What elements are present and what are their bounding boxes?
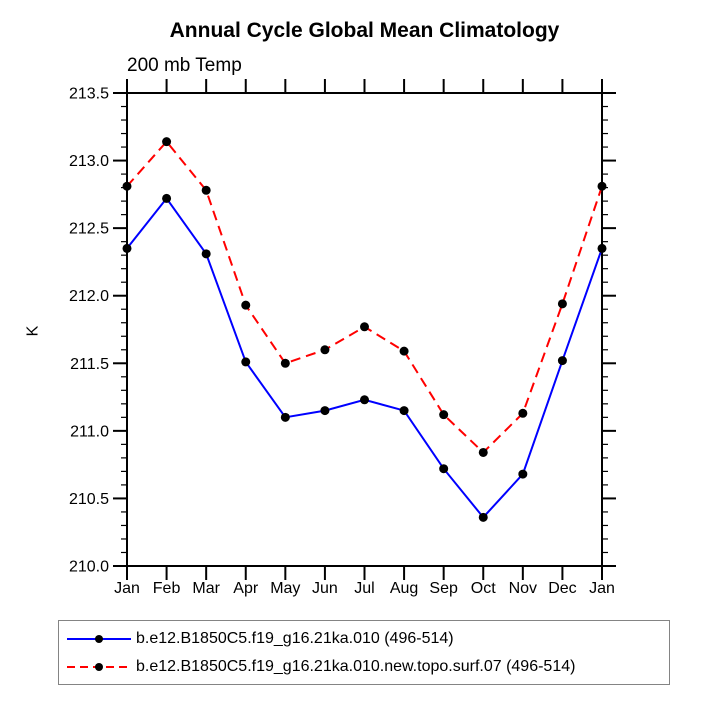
data-point-marker	[201, 185, 211, 195]
data-point-marker	[162, 137, 172, 147]
y-tick-label: 213.5	[69, 86, 109, 103]
x-tick-label: Dec	[548, 580, 576, 597]
data-point-marker	[201, 249, 211, 259]
legend-marker-icon	[95, 663, 103, 671]
x-tick-label: May	[270, 580, 300, 597]
y-tick-label: 212.0	[69, 288, 109, 305]
data-point-marker	[280, 358, 290, 368]
x-tick-label: Sep	[429, 580, 458, 597]
legend-line-swatch-dashed	[67, 663, 131, 671]
legend-entry-1: b.e12.B1850C5.f19_g16.21ka.010 (496-514)	[59, 625, 669, 653]
data-point-marker	[597, 181, 607, 191]
x-tick-label: Jun	[312, 580, 338, 597]
legend-entry-2: b.e12.B1850C5.f19_g16.21ka.010.new.topo.…	[59, 653, 669, 681]
legend-label-2: b.e12.B1850C5.f19_g16.21ka.010.new.topo.…	[136, 658, 576, 675]
data-point-marker	[399, 346, 409, 356]
x-tick-label: Jan	[114, 580, 140, 597]
data-point-marker	[478, 447, 488, 457]
x-tick-label: Mar	[192, 580, 220, 597]
plot-area: 210.0 210.5 211.0 211.5 212.0 212.5 213.0 213.5…	[69, 79, 616, 597]
data-point-marker	[439, 464, 449, 474]
data-point-marker	[241, 300, 251, 310]
data-point-marker	[518, 469, 528, 479]
y-tick-label: 210.0	[69, 559, 109, 576]
series-path	[126, 140, 603, 454]
x-tick-label: Jul	[354, 580, 374, 597]
data-point-marker	[439, 410, 449, 420]
x-tick-label: Oct	[471, 580, 496, 597]
legend-line-swatch-solid	[67, 635, 131, 643]
data-point-marker	[320, 406, 330, 416]
legend-box: b.e12.B1850C5.f19_g16.21ka.010 (496-514)…	[58, 620, 670, 685]
y-tick-label: 211.0	[70, 423, 109, 440]
data-point-marker	[360, 322, 369, 332]
chart-subtitle-left: 200 mb Temp	[127, 55, 242, 76]
y-axis: 210.0 210.5 211.0 211.5 212.0 212.5 213.0 213.5	[69, 86, 616, 576]
x-tick-label: Apr	[233, 580, 259, 597]
series-path	[126, 196, 603, 519]
data-point-marker	[557, 356, 567, 366]
chart-title: Annual Cycle Global Mean Climatology	[169, 19, 560, 42]
x-tick-label: Nov	[509, 580, 537, 597]
data-point-marker	[280, 412, 290, 422]
data-point-marker	[241, 357, 251, 367]
y-tick-label: 211.5	[70, 356, 109, 373]
data-point-marker	[597, 243, 607, 253]
data-point-marker	[122, 181, 132, 191]
y-tick-label: 213.0	[69, 153, 109, 170]
series-1-line	[122, 193, 607, 522]
x-axis: Jan Feb Mar Apr May Jun Jul Aug Sep Oct Nov Dec Jan	[114, 79, 615, 597]
legend-marker-icon	[95, 635, 103, 643]
data-point-marker	[320, 345, 330, 355]
x-tick-label: Feb	[153, 580, 181, 597]
data-point-marker	[518, 408, 528, 418]
x-tick-label: Jan	[589, 580, 615, 597]
data-point-marker	[478, 512, 488, 522]
y-tick-label: 210.5	[69, 491, 109, 508]
data-point-marker	[122, 243, 132, 253]
y-tick-label: 212.5	[69, 221, 109, 238]
data-point-marker	[399, 406, 409, 416]
data-point-marker	[360, 395, 369, 405]
data-point-marker	[162, 193, 172, 203]
legend-label-1: b.e12.B1850C5.f19_g16.21ka.010 (496-514)	[136, 630, 454, 647]
data-point-marker	[557, 299, 567, 309]
x-tick-label: Aug	[390, 580, 418, 597]
series-2-line	[122, 137, 607, 457]
